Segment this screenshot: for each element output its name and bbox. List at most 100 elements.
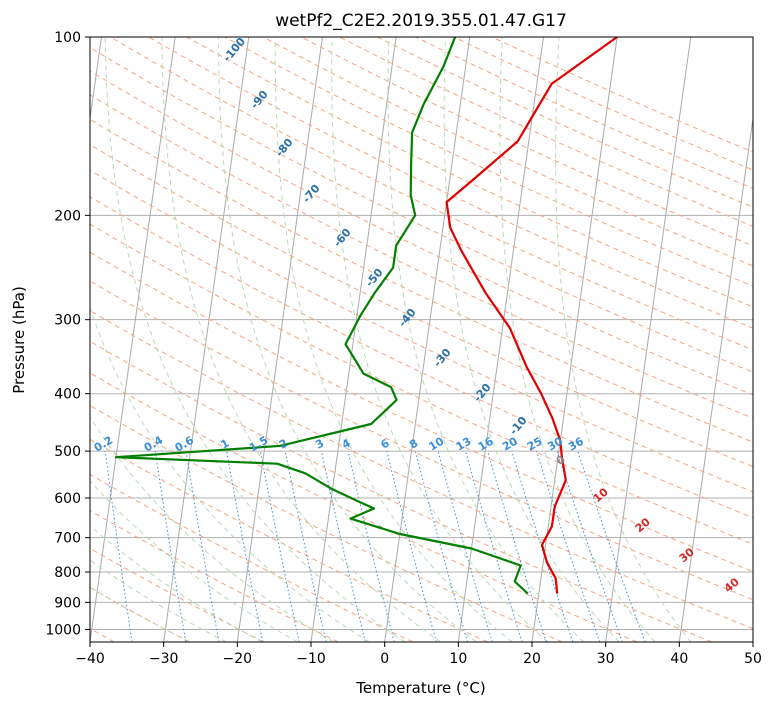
isotherm-label: 30 [677, 545, 697, 565]
isotherm-line [384, 37, 471, 642]
mixing-ratio-label: 3 [313, 437, 326, 452]
dry-adiabat-line [90, 47, 753, 373]
x-tick-label: 30 [597, 651, 615, 667]
dry-adiabat-label: -70 [300, 182, 323, 206]
moist-adiabat-line [555, 37, 692, 642]
x-axis: −40 −30 −20 −10 0 10 20 30 40 50 [75, 642, 762, 667]
dry-adiabat-label: -80 [273, 136, 296, 160]
isotherm-line [678, 114, 753, 642]
mixing-ratio-line [154, 451, 187, 642]
isotherm-line [236, 37, 323, 642]
y-tick-label: 800 [54, 565, 81, 581]
y-axis: 100 200 300 400 500 600 700 800 900 1000 [45, 30, 90, 638]
dry-adiabat-label: -50 [363, 266, 386, 290]
dry-adiabat-line [90, 280, 753, 601]
y-tick-label: 100 [54, 30, 81, 46]
dry-adiabat-line [90, 223, 753, 545]
mixing-ratio-line [536, 450, 601, 642]
moist-adiabat-line [387, 37, 584, 642]
dry-adiabat-line [110, 37, 753, 351]
dry-adiabat-line [491, 37, 753, 153]
isotherm-label: 20 [633, 515, 653, 535]
dry-adiabat-line [262, 37, 753, 267]
mixing-ratio-line [464, 450, 523, 642]
dry-adiabat-line [90, 547, 264, 642]
isotherm-line [163, 37, 250, 642]
mixing-ratio-line [259, 451, 300, 642]
moist-adiabat-line [161, 37, 441, 642]
moist-adiabat-line [274, 37, 513, 642]
x-tick-label: −10 [296, 651, 326, 667]
dry-adiabat-line [453, 37, 753, 171]
dry-adiabat-line [90, 404, 563, 642]
x-tick-label: −30 [149, 651, 179, 667]
y-tick-label: 900 [54, 595, 81, 611]
mixing-ratio-line [347, 450, 395, 642]
moist-adiabat-line [104, 37, 406, 642]
mixing-ratio-label: 6 [379, 436, 392, 451]
dry-adiabat-line [90, 196, 753, 519]
dry-adiabat-line [90, 340, 712, 642]
isotherm-label: 40 [722, 575, 742, 595]
mixing-ratio-line [437, 450, 493, 642]
isotherm-line [457, 37, 544, 642]
moist-adiabat-line [443, 37, 620, 642]
x-tick-label: 10 [449, 651, 467, 667]
mixing-ratio-line [414, 450, 468, 642]
moist-adiabat-line [90, 525, 263, 642]
x-tick-label: 40 [670, 651, 688, 667]
mixing-ratio-line [320, 450, 366, 642]
dry-adiabat-line [90, 118, 753, 443]
mixing-ratio-line [511, 450, 574, 642]
mixing-ratio-label: 4 [340, 436, 353, 451]
dry-adiabat-line [300, 37, 753, 247]
mixing-ratio-line [487, 450, 547, 642]
dry-adiabat-line [90, 510, 339, 642]
isotherm-label: 10 [591, 485, 611, 505]
dry-adiabat-line [90, 438, 488, 642]
moist-adiabat-line [90, 480, 298, 642]
y-tick-label: 400 [54, 387, 81, 403]
mixing-ratio-line [104, 451, 133, 642]
plot-frame [89, 36, 754, 643]
y-tick-label: 200 [54, 208, 81, 224]
dry-adiabat-line [186, 37, 753, 308]
mixing-ratio-line [284, 451, 327, 642]
dry-adiabat-line [90, 94, 753, 419]
background-lines [90, 37, 753, 642]
y-tick-label: 500 [54, 444, 81, 460]
mixing-ratio-label: 8 [407, 437, 420, 452]
dewpoint-profile-line [114, 37, 529, 595]
dry-adiabat-line [90, 144, 753, 468]
y-tick-label: 600 [54, 491, 81, 507]
dry-adiabat-line [415, 37, 753, 190]
x-tick-label: 50 [744, 651, 762, 667]
dry-adiabat-label: -40 [396, 306, 419, 330]
dry-adiabat-line [90, 169, 753, 493]
mixing-ratio-line [185, 451, 220, 642]
dry-adiabat-line [90, 310, 753, 630]
series-layer [114, 37, 618, 595]
isotherm-line [90, 37, 102, 122]
moist-adiabat-line [90, 306, 370, 642]
dry-adiabat-label: -30 [431, 346, 454, 370]
moist-adiabat-line [499, 37, 656, 642]
dry-adiabat-line [90, 70, 753, 396]
temperature-profile-line [445, 37, 618, 594]
y-tick-label: 1000 [45, 622, 81, 638]
isotherm-line [752, 638, 753, 642]
mixing-ratio-line [386, 450, 437, 642]
y-axis-label: Pressure (hPa) [10, 286, 28, 394]
dry-adiabat-label: -90 [248, 88, 271, 112]
moist-adiabat-line [90, 559, 227, 642]
moist-adiabat-line [331, 37, 549, 642]
moist-adiabat-line [90, 415, 334, 642]
dry-adiabat-line [90, 372, 638, 642]
dry-adiabat-line [377, 37, 753, 208]
y-tick-label: 300 [54, 313, 81, 329]
x-tick-label: −40 [75, 651, 105, 667]
x-tick-label: −20 [223, 651, 253, 667]
x-axis-label: Temperature (°C) [355, 679, 485, 697]
dry-adiabat-line [90, 251, 753, 573]
